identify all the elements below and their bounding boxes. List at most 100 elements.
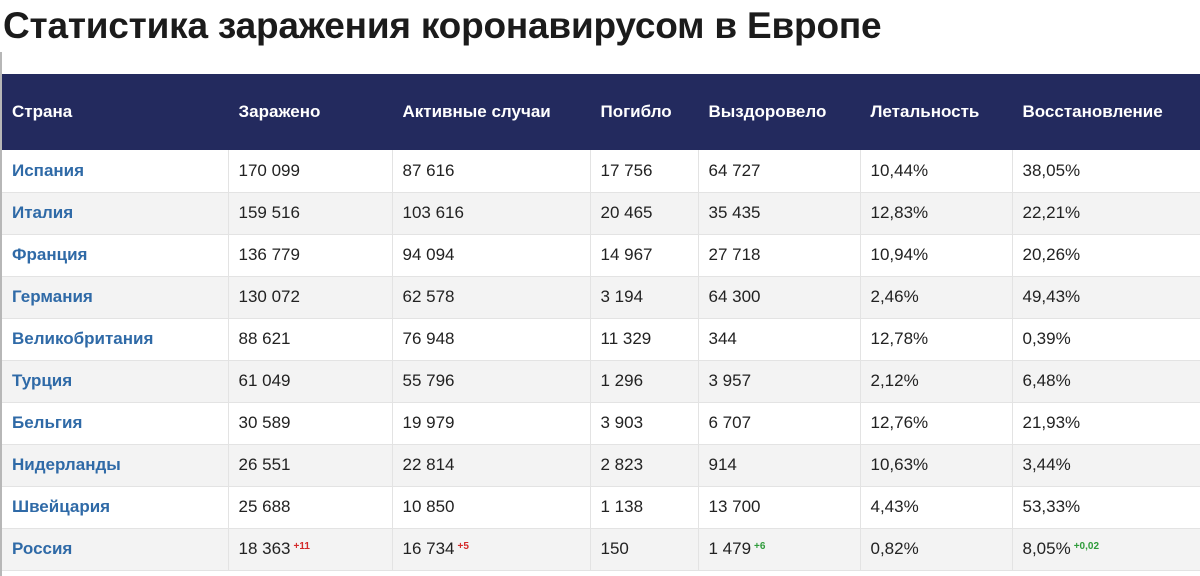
cell-country[interactable]: Россия [2,528,229,571]
cell-active: 55 796 [392,360,591,403]
cell-recovered-value: 64 300 [708,287,761,306]
cell-deaths: 1 296 [590,360,699,403]
cell-recovery-delta-badge: +0,02 [1073,541,1100,552]
cell-recovered-value: 344 [708,329,737,348]
cell-deaths-value: 2 823 [600,455,644,474]
cell-deaths: 2 823 [590,444,699,487]
cell-infected-value: 26 551 [238,455,291,474]
cell-recovery: 0,39% [1012,318,1200,361]
table-body: Испания 170 099 87 616 17 756 64 727 10,44% 38… [2,150,1200,571]
cell-deaths: 150 [590,528,699,571]
table-row: Франция 136 779 94 094 14 967 27 718 10,94% 20… [2,234,1200,277]
cell-active: 76 948 [392,318,591,361]
cell-active-value: 10 850 [402,497,455,516]
table-row: Испания 170 099 87 616 17 756 64 727 10,44% 38… [2,150,1200,193]
cell-lethality-value: 12,78% [870,329,929,348]
cell-country[interactable]: Германия [2,276,229,319]
cell-recovered: 6 707 [698,402,861,445]
cell-country[interactable]: Италия [2,192,229,235]
cell-recovery-value: 22,21% [1022,203,1081,222]
cell-deaths-value: 11 329 [600,329,652,348]
cell-lethality: 12,83% [860,192,1013,235]
cell-country[interactable]: Бельгия [2,402,229,445]
cell-deaths-value: 20 465 [600,203,653,222]
cell-infected-value: 88 621 [238,329,291,348]
cell-infected-value: 61 049 [238,371,291,390]
table-row: Россия 18 363 +11 16 734 +5 150 1 479 +6 0,82% 8,… [2,528,1200,571]
cell-country-value[interactable]: Россия [12,539,73,558]
cell-country[interactable]: Испания [2,150,229,193]
header-recovered[interactable]: Выздоровело [698,74,861,150]
table-header: Страна Заражено Активные случаи Погибло … [2,74,1200,150]
cell-country-value[interactable]: Турция [12,371,73,390]
cell-recovery: 3,44% [1012,444,1200,487]
cell-recovery: 6,48% [1012,360,1200,403]
page-title: Статистика заражения коронавирусом в Евр… [3,5,882,46]
cell-infected: 88 621 [228,318,393,361]
cell-infected: 159 516 [228,192,393,235]
cell-lethality-value: 12,76% [870,413,929,432]
cell-deaths: 3 194 [590,276,699,319]
header-country[interactable]: Страна [2,74,229,150]
header-lethality[interactable]: Летальность [860,74,1013,150]
cell-recovery-value: 3,44% [1022,455,1071,474]
cell-country[interactable]: Нидерланды [2,444,229,487]
cell-recovered: 64 300 [698,276,861,319]
table-row: Германия 130 072 62 578 3 194 64 300 2,46% 49,… [2,276,1200,319]
cell-country[interactable]: Великобритания [2,318,229,361]
cell-lethality-value: 0,82% [870,539,919,558]
cell-country[interactable]: Швейцария [2,486,229,529]
cell-active: 22 814 [392,444,591,487]
cell-lethality: 2,12% [860,360,1013,403]
cell-recovered-value: 27 718 [708,245,761,264]
cell-deaths: 20 465 [590,192,699,235]
cell-country-value[interactable]: Бельгия [12,413,83,432]
header-active[interactable]: Активные случаи [392,74,591,150]
cell-recovery: 8,05% +0,02 [1012,528,1200,571]
cell-recovered: 1 479 +6 [698,528,861,571]
cell-country-value[interactable]: Нидерланды [12,455,121,474]
header-infected[interactable]: Заражено [228,74,393,150]
cell-recovered: 13 700 [698,486,861,529]
cell-deaths-value: 3 194 [600,287,644,306]
cell-lethality: 10,63% [860,444,1013,487]
cell-infected-value: 170 099 [238,160,300,180]
cell-country-value[interactable]: Испания [12,160,85,180]
cell-country[interactable]: Франция [2,234,229,277]
header-deaths[interactable]: Погибло [590,74,699,150]
table-row: Италия 159 516 103 616 20 465 35 435 12,83% 22… [2,192,1200,235]
cell-recovery-value: 38,05% [1022,160,1081,180]
cell-country[interactable]: Турция [2,360,229,403]
cell-active: 94 094 [392,234,591,277]
cell-infected: 30 589 [228,402,393,445]
cell-country-value[interactable]: Великобритания [12,329,154,348]
cell-infected-value: 30 589 [238,413,291,432]
cell-recovery-value: 8,05% [1022,539,1071,558]
cell-deaths: 1 138 [590,486,699,529]
cell-recovery-value: 49,43% [1022,287,1081,306]
cell-lethality-value: 4,43% [870,497,919,516]
cell-lethality-value: 12,83% [870,203,929,222]
cell-active: 19 979 [392,402,591,445]
cell-country-value[interactable]: Италия [12,203,74,222]
cell-deaths-value: 1 138 [600,497,644,516]
cell-active-value: 55 796 [402,371,455,390]
cell-active-value: 76 948 [402,329,455,348]
cell-recovered-value: 13 700 [708,497,761,516]
table-row: Бельгия 30 589 19 979 3 903 6 707 12,76% 21,93… [2,402,1200,445]
cell-recovery-value: 6,48% [1022,371,1071,390]
cell-recovered-value: 64 727 [708,160,761,180]
cell-recovered-delta-badge: +6 [754,541,766,552]
cell-country-value[interactable]: Германия [12,287,93,306]
cell-country-value[interactable]: Франция [12,245,88,264]
header-recovery[interactable]: Восстановление [1012,74,1200,150]
cell-active: 16 734 +5 [392,528,591,571]
cell-lethality: 12,78% [860,318,1013,361]
cell-lethality-value: 2,46% [870,287,919,306]
cell-infected-value: 25 688 [238,497,291,516]
cell-recovery-value: 20,26% [1022,245,1081,264]
cell-lethality: 0,82% [860,528,1013,571]
cell-infected-value: 18 363 [238,539,291,558]
cell-country-value[interactable]: Швейцария [12,497,111,516]
cell-recovered-value: 6 707 [708,413,752,432]
